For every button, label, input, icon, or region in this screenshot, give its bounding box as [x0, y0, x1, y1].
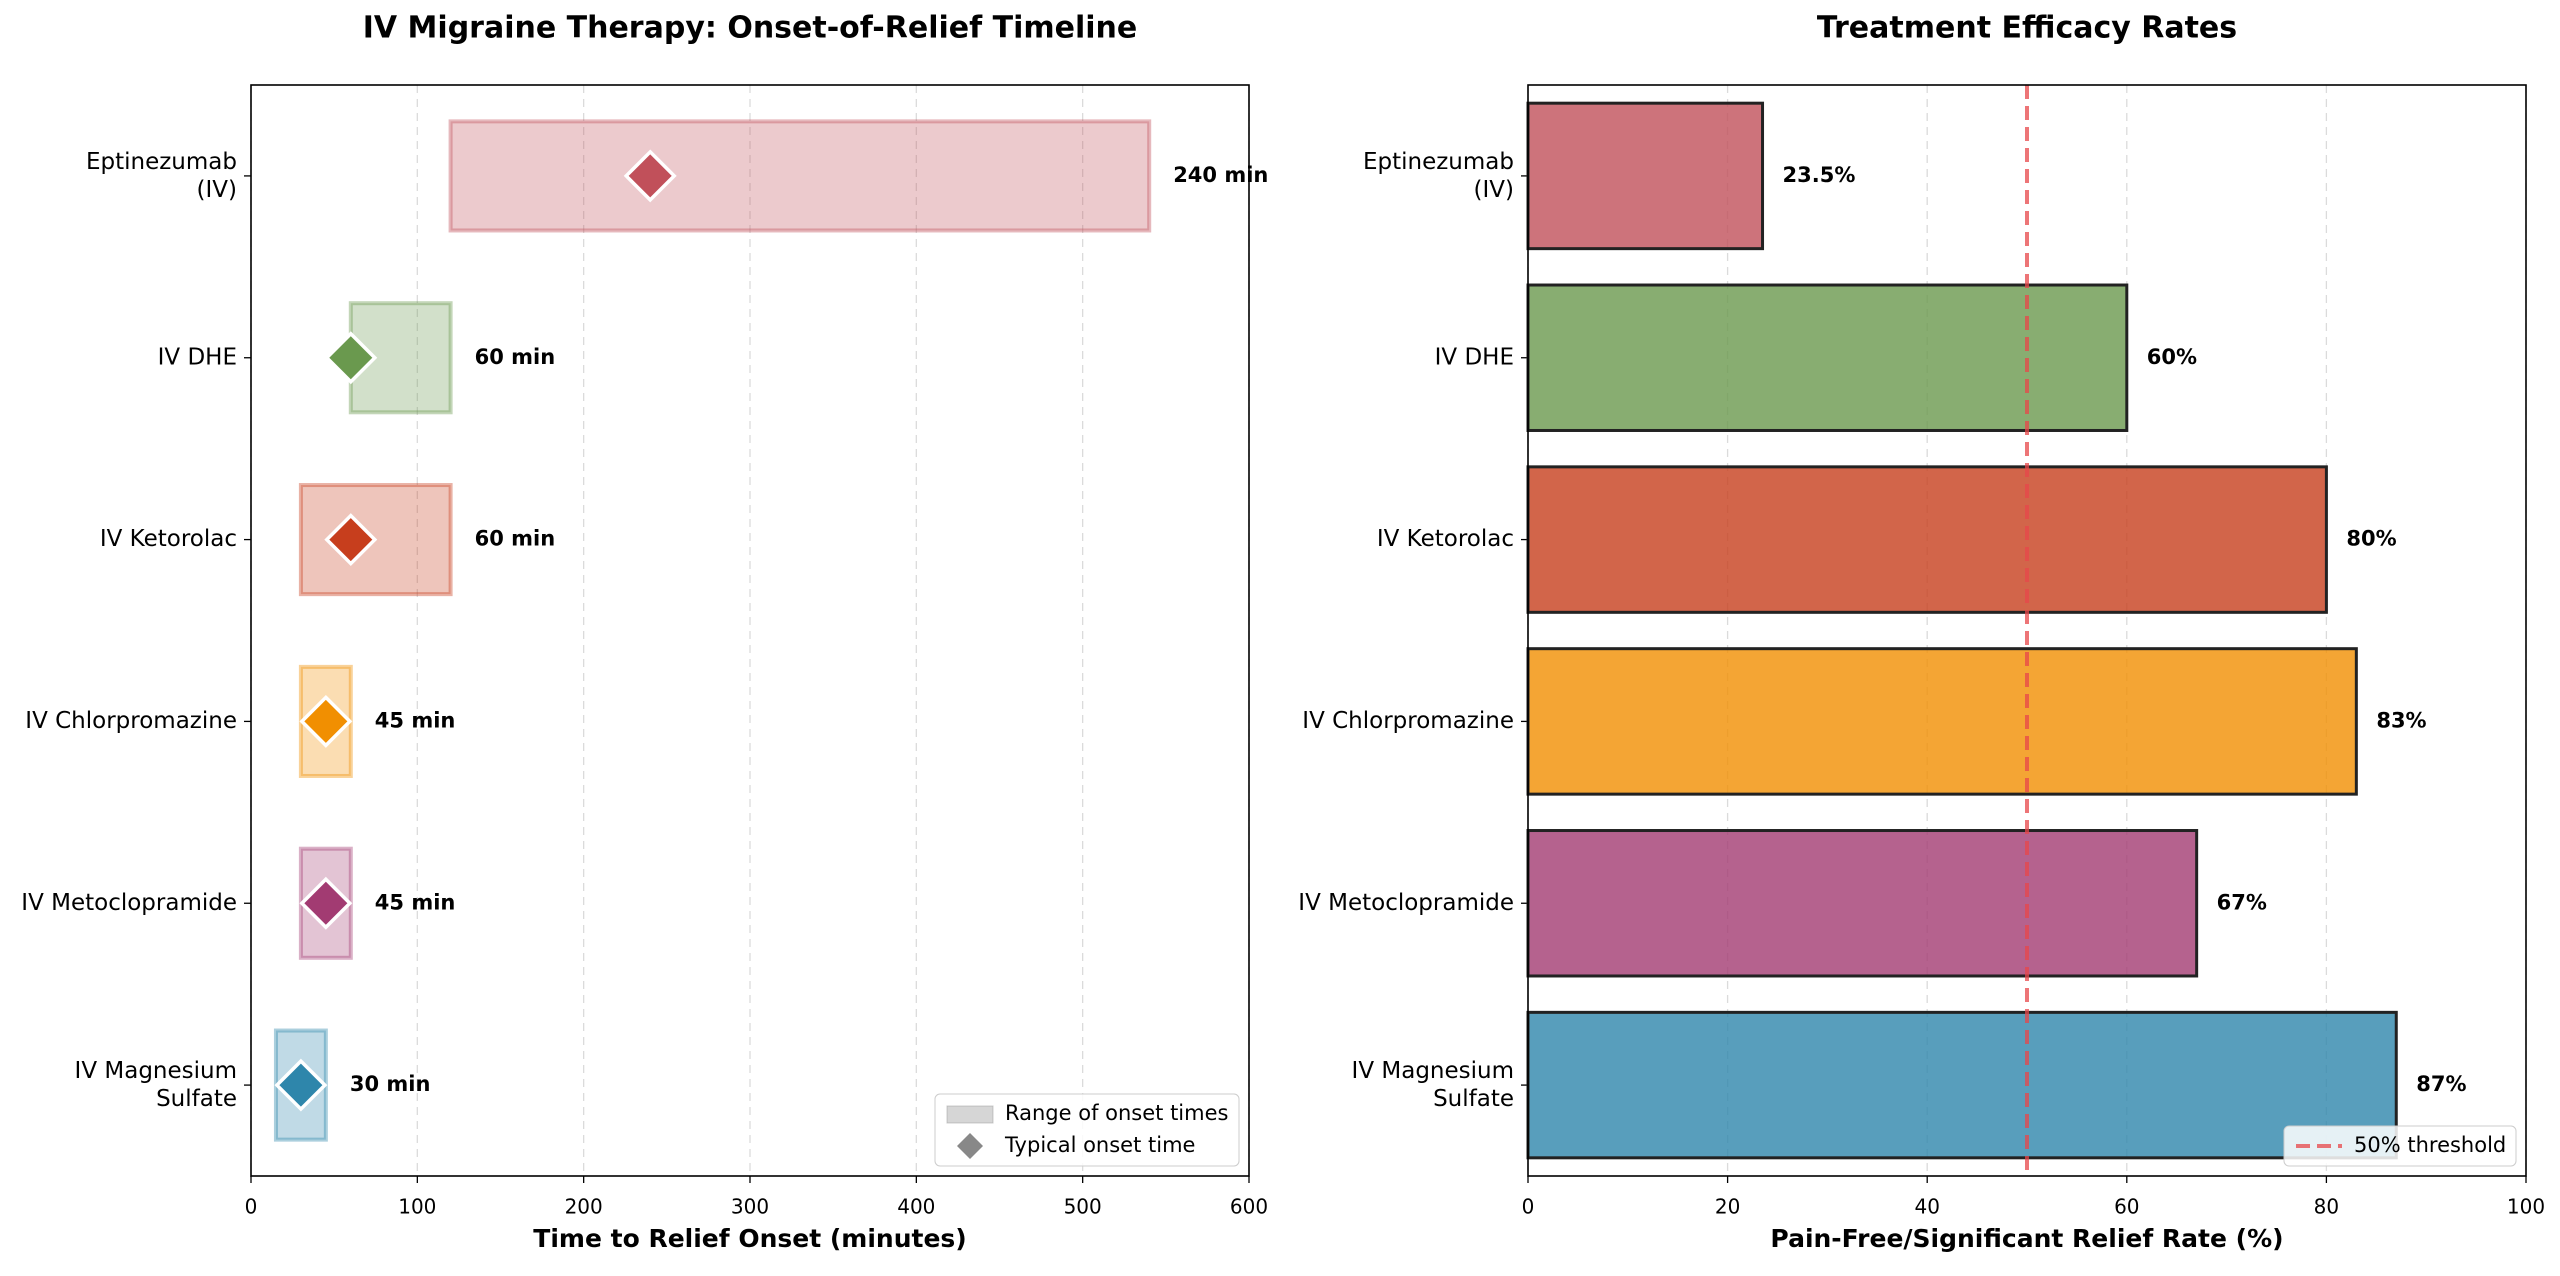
- bar: [1526, 465, 2328, 614]
- typical-marker: [274, 1058, 328, 1112]
- value-label: 87%: [2416, 1072, 2466, 1096]
- typical-marker: [299, 876, 353, 930]
- axes-frame: [1527, 84, 2527, 1177]
- legend-marker: [957, 1133, 983, 1159]
- bar: [1526, 1010, 2398, 1160]
- bar: [1526, 283, 2129, 432]
- y-tick-label: IV Ketorolac: [1377, 526, 1514, 552]
- value-label: 23.5%: [1783, 163, 1856, 187]
- x-tick-label: 500: [1064, 1195, 1102, 1219]
- legend-swatch: [946, 1105, 994, 1124]
- x-tick-label: 0: [1522, 1195, 1535, 1219]
- y-tick-label: IV Chlorpromazine: [1302, 708, 1514, 734]
- range-bar: [448, 119, 1152, 233]
- y-tick-label: Eptinezumab (IV): [1363, 148, 1514, 202]
- value-label: 240 min: [1173, 163, 1268, 187]
- y-tick-label: IV Magnesium Sulfate: [75, 1058, 237, 1112]
- x-axis-label: Pain-Free/Significant Relief Rate (%): [1770, 1224, 2283, 1253]
- y-tick-label: IV Metoclopramide: [1298, 890, 1514, 916]
- x-tick-label: 300: [731, 1195, 769, 1219]
- x-tick-label: 60: [2114, 1195, 2139, 1219]
- value-label: 80%: [2346, 527, 2396, 551]
- typical-marker: [299, 694, 353, 748]
- axes-frame: [250, 84, 1250, 1177]
- typical-marker: [324, 513, 378, 567]
- typical-marker: [623, 149, 677, 203]
- typical-marker: [324, 331, 378, 385]
- legend-box: [2283, 1125, 2517, 1167]
- value-label: 60%: [2147, 345, 2197, 369]
- y-tick-label: IV DHE: [1435, 344, 1514, 370]
- x-tick-label: 100: [2507, 1195, 2545, 1219]
- y-tick-label: IV Magnesium Sulfate: [1352, 1058, 1514, 1112]
- y-tick-label: Eptinezumab (IV): [86, 148, 237, 202]
- value-label: 30 min: [350, 1072, 431, 1096]
- bar: [1526, 101, 1765, 251]
- value-label: 67%: [2217, 890, 2267, 914]
- chart-title: Treatment Efficacy Rates: [1817, 11, 2237, 46]
- value-label: 60 min: [475, 527, 556, 551]
- y-tick-label: IV Metoclopramide: [21, 890, 237, 916]
- legend-box: [934, 1093, 1240, 1167]
- x-tick-label: 100: [398, 1195, 436, 1219]
- y-tick-label: IV Ketorolac: [100, 526, 237, 552]
- value-label: 45 min: [375, 708, 456, 732]
- x-tick-label: 600: [1230, 1195, 1268, 1219]
- bar: [1526, 829, 2199, 978]
- x-axis-label: Time to Relief Onset (minutes): [533, 1224, 966, 1253]
- x-tick-label: 20: [1715, 1195, 1740, 1219]
- y-tick-label: IV DHE: [158, 344, 237, 370]
- x-tick-label: 400: [897, 1195, 935, 1219]
- bar: [1526, 647, 2358, 796]
- x-tick-label: 200: [565, 1195, 603, 1219]
- x-tick-label: 80: [2314, 1195, 2339, 1219]
- x-tick-label: 40: [1914, 1195, 1939, 1219]
- legend-label: Typical onset time: [1004, 1133, 1195, 1157]
- legend-label: Range of onset times: [1005, 1101, 1228, 1125]
- y-tick-label: IV Chlorpromazine: [25, 708, 237, 734]
- legend-label: 50% threshold: [2354, 1133, 2506, 1157]
- chart-title: IV Migraine Therapy: Onset-of-Relief Tim…: [363, 11, 1138, 46]
- x-tick-label: 0: [245, 1195, 258, 1219]
- value-label: 45 min: [375, 890, 456, 914]
- value-label: 60 min: [475, 345, 556, 369]
- value-label: 83%: [2376, 708, 2426, 732]
